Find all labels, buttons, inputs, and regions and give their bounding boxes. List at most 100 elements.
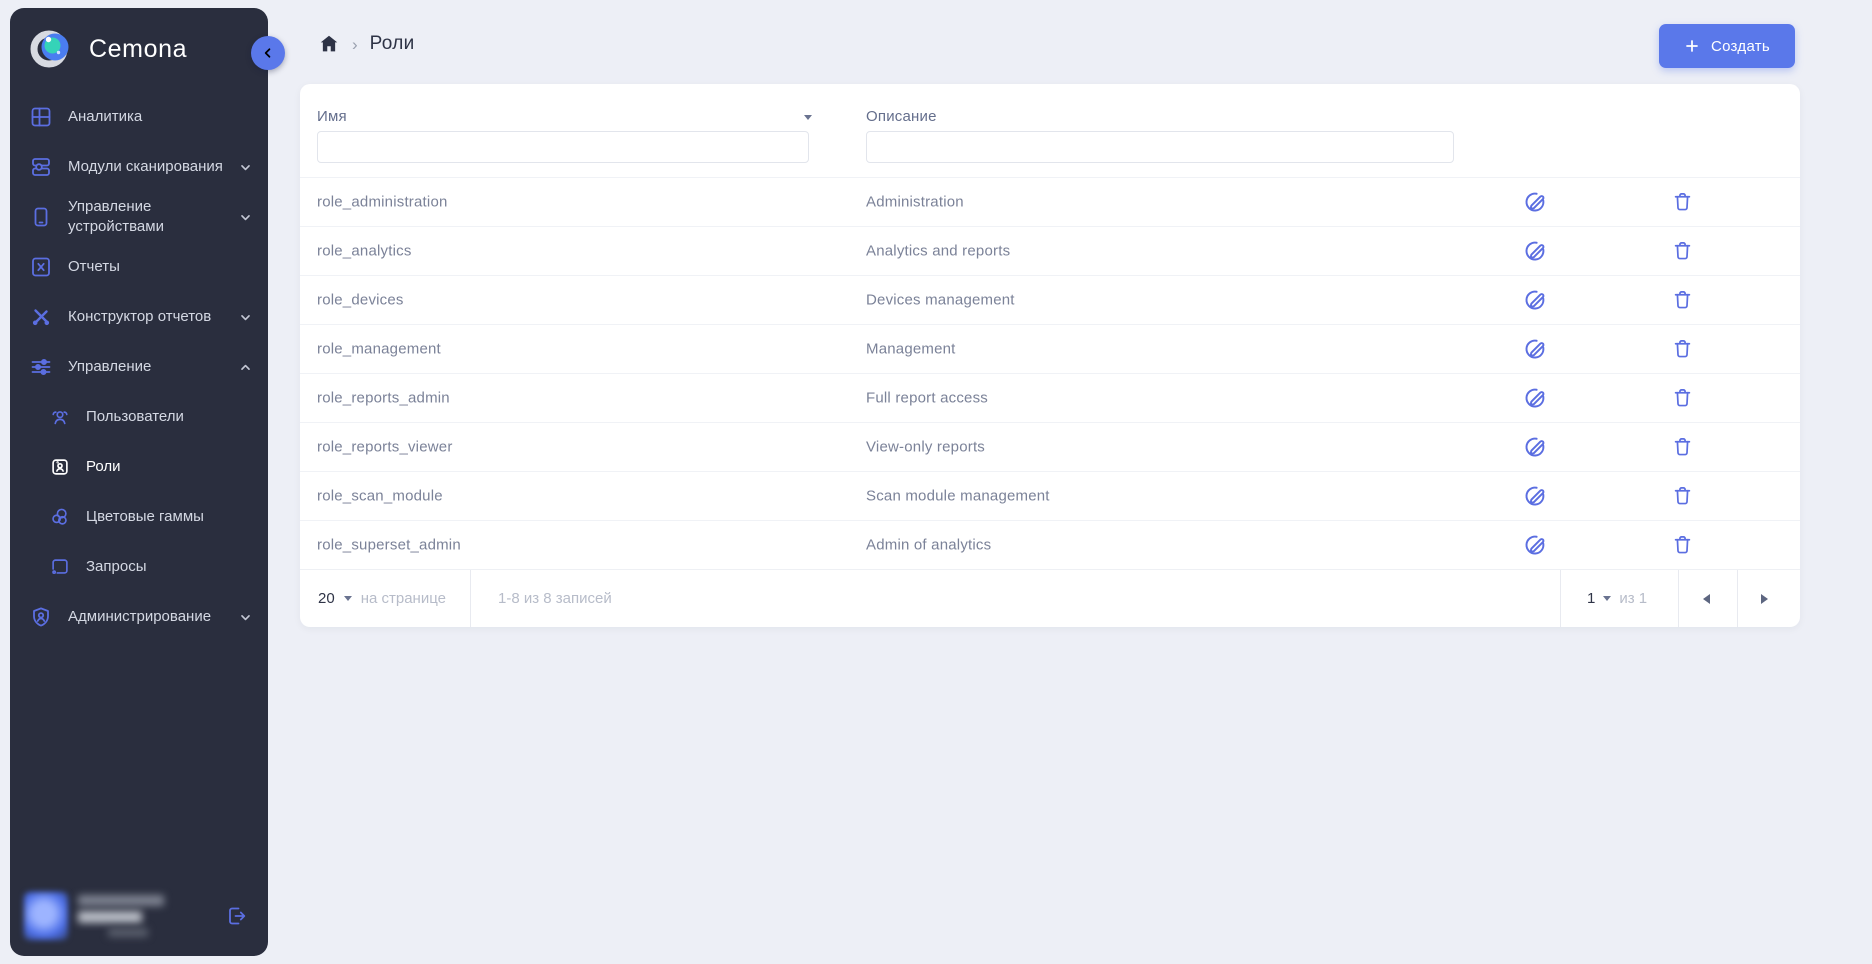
roles-table-card: Имя Описание role_administration Adminis… (300, 84, 1800, 627)
role-description-cell: Admin of analytics (866, 536, 992, 554)
sidebar-item-scan-modules[interactable]: Модули сканирования (10, 142, 268, 192)
sidebar-item-label: Пользователи (86, 408, 184, 425)
caret-down-icon (1603, 596, 1612, 601)
sidebar-item-label: Отчеты (68, 258, 120, 275)
edit-button[interactable] (1522, 287, 1548, 313)
edit-button[interactable] (1522, 483, 1548, 509)
role-description-cell: Analytics and reports (866, 242, 1011, 260)
table-row[interactable]: role_administration Administration (300, 177, 1800, 226)
sidebar-item-queries[interactable]: Запросы (10, 542, 268, 592)
management-icon (29, 355, 53, 379)
role-name-cell: role_devices (317, 291, 404, 309)
edit-pen-icon (1525, 486, 1545, 506)
sidebar-item-label: Конструктор отчетов (68, 308, 212, 325)
sidebar-item-label: Роли (86, 458, 121, 475)
sidebar: Cemona Аналитика Модули сканирования (10, 8, 285, 956)
table-row[interactable]: role_reports_viewer View-only reports (300, 422, 1800, 471)
edit-button[interactable] (1522, 336, 1548, 362)
edit-pen-icon (1525, 388, 1545, 408)
sort-caret-icon[interactable] (804, 115, 812, 120)
column-header-description[interactable]: Описание (866, 108, 937, 125)
role-description-cell: Full report access (866, 389, 988, 407)
chevron-down-icon (239, 211, 252, 224)
sidebar-item-roles[interactable]: Роли (10, 442, 268, 492)
delete-button[interactable] (1671, 436, 1694, 459)
delete-button[interactable] (1671, 534, 1694, 557)
delete-button[interactable] (1671, 338, 1694, 361)
sidebar-item-label: Модули сканирования (68, 158, 223, 175)
role-description-cell: Management (866, 340, 956, 358)
description-filter-input[interactable] (866, 131, 1454, 163)
logo: Cemona (10, 8, 268, 72)
sidebar-item-label: Запросы (86, 558, 147, 575)
prev-page-button[interactable] (1693, 570, 1719, 627)
trash-icon (1674, 388, 1691, 407)
edit-pen-icon (1525, 192, 1545, 212)
page-size-select[interactable]: 20 на странице (318, 570, 446, 627)
table-row[interactable]: role_superset_admin Admin of analytics (300, 520, 1800, 569)
role-description-cell: View-only reports (866, 438, 986, 456)
trash-icon (1674, 192, 1691, 211)
report-builder-icon (29, 305, 53, 329)
sidebar-item-report-builder[interactable]: Конструктор отчетов (10, 292, 268, 342)
edit-button[interactable] (1522, 434, 1548, 460)
delete-button[interactable] (1671, 387, 1694, 410)
scan-modules-icon (29, 155, 53, 179)
sidebar-item-management[interactable]: Управление (10, 342, 268, 392)
sidebar-item-label: Аналитика (68, 108, 143, 125)
table-row[interactable]: role_analytics Analytics and reports (300, 226, 1800, 275)
column-header-name[interactable]: Имя (317, 108, 347, 125)
sidebar-item-color-schemes[interactable]: Цветовые гаммы (10, 492, 268, 542)
role-description-cell: Scan module management (866, 487, 1050, 505)
table-row[interactable]: role_reports_admin Full report access (300, 373, 1800, 422)
sidebar-item-analytics[interactable]: Аналитика (10, 92, 268, 142)
table-row[interactable]: role_scan_module Scan module management (300, 471, 1800, 520)
sidebar-item-users[interactable]: Пользователи (10, 392, 268, 442)
chevron-up-icon (239, 361, 252, 374)
home-icon[interactable] (318, 33, 340, 55)
sidebar-item-label: Управление (68, 358, 152, 375)
edit-pen-icon (1525, 437, 1545, 457)
edit-button[interactable] (1522, 238, 1548, 264)
next-page-button[interactable] (1751, 570, 1777, 627)
logout-icon (229, 907, 246, 925)
logout-button[interactable] (224, 904, 248, 928)
app-logo-icon (30, 30, 69, 68)
edit-button[interactable] (1522, 385, 1548, 411)
delete-button[interactable] (1671, 289, 1694, 312)
edit-button[interactable] (1522, 189, 1548, 215)
sidebar-item-reports[interactable]: Отчеты (10, 242, 268, 292)
table-row[interactable]: role_devices Devices management (300, 275, 1800, 324)
create-button[interactable]: Создать (1659, 24, 1795, 68)
page-select[interactable]: 1 из 1 (1587, 570, 1647, 627)
sidebar-collapse-button[interactable] (251, 36, 285, 70)
sidebar-item-device-management[interactable]: Управление устройствами (10, 192, 268, 242)
breadcrumb-current: Роли (369, 33, 415, 54)
delete-button[interactable] (1671, 240, 1694, 263)
arrow-left-icon (1702, 593, 1710, 604)
role-name-cell: role_reports_viewer (317, 438, 453, 456)
user-avatar (24, 892, 68, 940)
sidebar-item-label: Управление устройствами (68, 198, 164, 235)
role-name-cell: role_administration (317, 193, 448, 211)
role-name-cell: role_management (317, 340, 441, 358)
name-filter-input[interactable] (317, 131, 809, 163)
edit-button[interactable] (1522, 532, 1548, 558)
total-pages-label: из 1 (1619, 590, 1648, 607)
role-description-cell: Administration (866, 193, 964, 211)
sidebar-item-administration[interactable]: Администрирование (10, 592, 268, 642)
edit-pen-icon (1525, 339, 1545, 359)
divider (1737, 570, 1738, 627)
table-header: Имя Описание (300, 84, 1800, 177)
divider (1560, 570, 1561, 627)
table-row[interactable]: role_management Management (300, 324, 1800, 373)
delete-button[interactable] (1671, 191, 1694, 214)
delete-button[interactable] (1671, 485, 1694, 508)
caret-down-icon (343, 596, 352, 601)
divider (1678, 570, 1679, 627)
arrow-right-icon (1760, 593, 1768, 604)
analytics-icon (29, 105, 53, 129)
color-schemes-icon (49, 506, 71, 528)
sidebar-item-label: Администрирование (68, 608, 212, 625)
